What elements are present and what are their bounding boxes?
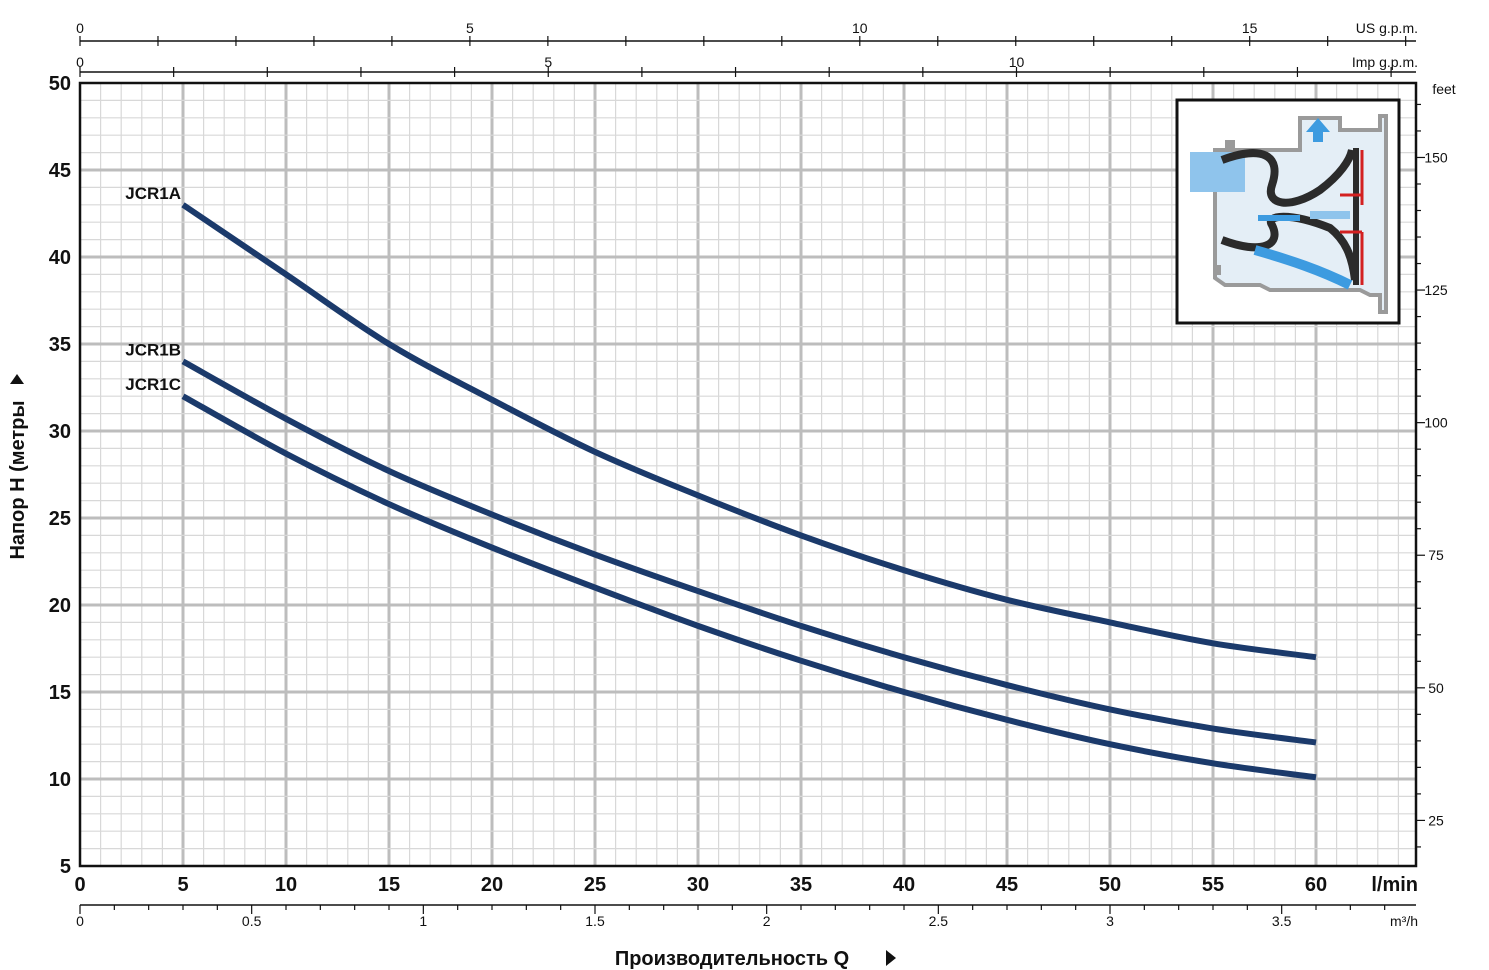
m3h-tick-label: 2 [763, 913, 771, 929]
y-tick-label: 15 [49, 682, 71, 704]
y-tick-label: 45 [49, 160, 71, 182]
x-axis-title: Производительность Q [615, 948, 849, 970]
feet-tick-label: 150 [1424, 149, 1448, 165]
x-tick-label: 45 [996, 874, 1018, 896]
x-tick-label: 40 [893, 874, 915, 896]
m3h-tick-label: 1 [419, 913, 427, 929]
feet-tick-label: 25 [1428, 812, 1444, 828]
y-tick-label: 30 [49, 421, 71, 443]
y-tick-label: 20 [49, 595, 71, 617]
series-label-jcr1a: JCR1A [125, 184, 181, 203]
y-axis-arrow-icon [10, 374, 24, 384]
y-tick-label: 50 [49, 73, 71, 95]
x-tick-label: 20 [481, 874, 503, 896]
x-tick-label: 50 [1099, 874, 1121, 896]
series-line-jcr1b [181, 358, 1317, 746]
pump-cross-section-illustration [1175, 98, 1401, 325]
y-tick-label: 25 [49, 508, 71, 530]
series-label-jcr1b: JCR1B [125, 340, 181, 359]
x-unit-label: l/min [1371, 874, 1418, 896]
y-tick-label: 10 [49, 769, 71, 791]
y-tick-label: 40 [49, 247, 71, 269]
m3h-unit-label: m³/h [1390, 913, 1418, 929]
chart-curves [181, 202, 1317, 781]
x-axis-arrow-icon [886, 950, 896, 966]
m3h-tick-label: 0.5 [242, 913, 262, 929]
m3h-tick-label: 2.5 [929, 913, 949, 929]
m3h-tick-label: 3.5 [1272, 913, 1292, 929]
chart-labels: 0 5 10 15 20 25 30 35 40 45 50 55 60 l/min51015202530… [7, 20, 1456, 970]
imp-gpm-unit-label: Imp g.p.m. [1352, 54, 1418, 70]
y-tick-label: 35 [49, 334, 71, 356]
x-tick-label: 10 [275, 874, 297, 896]
x-tick-label: 60 [1305, 874, 1327, 896]
us-gpm-tick-label: 15 [1242, 20, 1258, 36]
imp-gpm-tick-label: 5 [544, 54, 552, 70]
us-gpm-unit-label: US g.p.m. [1356, 20, 1418, 36]
feet-tick-label: 50 [1428, 680, 1444, 696]
x-tick-label: 25 [584, 874, 606, 896]
feet-unit-label: feet [1432, 81, 1455, 97]
series-label-jcr1c: JCR1C [125, 375, 181, 394]
m3h-tick-label: 0 [76, 913, 84, 929]
x-tick-label: 30 [687, 874, 709, 896]
m3h-tick-label: 3 [1106, 913, 1114, 929]
y-tick-label: 5 [60, 856, 71, 878]
plot-frame [78, 81, 1418, 868]
us-gpm-tick-label: 10 [852, 20, 868, 36]
feet-tick-label: 125 [1424, 282, 1448, 298]
feet-tick-label: 75 [1428, 547, 1444, 563]
x-tick-label: 5 [177, 874, 188, 896]
chart-axes [79, 36, 1425, 914]
x-tick-label: 15 [378, 874, 400, 896]
us-gpm-tick-label: 5 [466, 20, 474, 36]
x-tick-label: 55 [1202, 874, 1224, 896]
y-axis-title: Напор H (метры [7, 400, 29, 559]
x-tick-label: 35 [790, 874, 812, 896]
x-tick-label: 0 [74, 874, 85, 896]
feet-tick-label: 100 [1424, 415, 1448, 431]
m3h-tick-label: 1.5 [585, 913, 605, 929]
imp-gpm-tick-label: 0 [76, 54, 84, 70]
series-line-jcr1c [181, 393, 1317, 781]
us-gpm-tick-label: 0 [76, 20, 84, 36]
imp-gpm-tick-label: 10 [1009, 54, 1025, 70]
series-line-jcr1a [181, 202, 1317, 661]
